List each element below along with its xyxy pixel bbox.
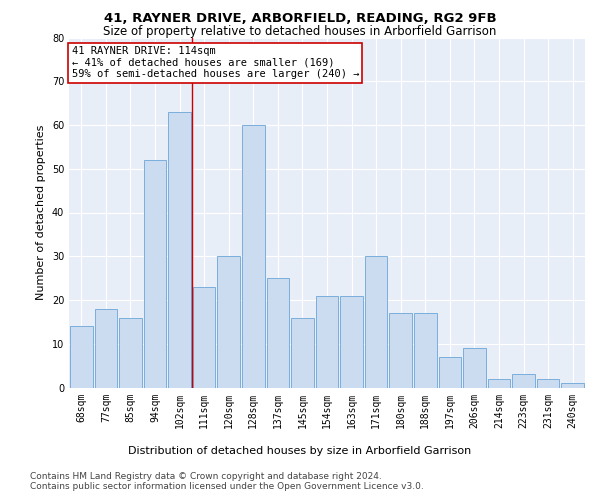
Text: Size of property relative to detached houses in Arborfield Garrison: Size of property relative to detached ho… [103,25,497,38]
Bar [119,318,142,388]
Bar [193,287,215,388]
Bar [70,326,92,388]
Bar [365,256,388,388]
Bar [266,278,289,388]
Bar [439,357,461,388]
Bar [217,256,240,388]
Bar [562,383,584,388]
Bar [389,313,412,388]
Text: Contains HM Land Registry data © Crown copyright and database right 2024.: Contains HM Land Registry data © Crown c… [30,472,382,481]
Text: Contains public sector information licensed under the Open Government Licence v3: Contains public sector information licen… [30,482,424,491]
Text: 41 RAYNER DRIVE: 114sqm
← 41% of detached houses are smaller (169)
59% of semi-d: 41 RAYNER DRIVE: 114sqm ← 41% of detache… [71,46,359,80]
Bar [242,125,265,388]
Bar [143,160,166,388]
Bar [512,374,535,388]
Y-axis label: Number of detached properties: Number of detached properties [36,125,46,300]
Text: Distribution of detached houses by size in Arborfield Garrison: Distribution of detached houses by size … [128,446,472,456]
Bar [463,348,486,388]
Bar [488,379,511,388]
Bar [316,296,338,388]
Text: 41, RAYNER DRIVE, ARBORFIELD, READING, RG2 9FB: 41, RAYNER DRIVE, ARBORFIELD, READING, R… [104,12,496,26]
Bar [95,308,117,388]
Bar [168,112,191,388]
Bar [414,313,437,388]
Bar [291,318,314,388]
Bar [340,296,363,388]
Bar [537,379,559,388]
